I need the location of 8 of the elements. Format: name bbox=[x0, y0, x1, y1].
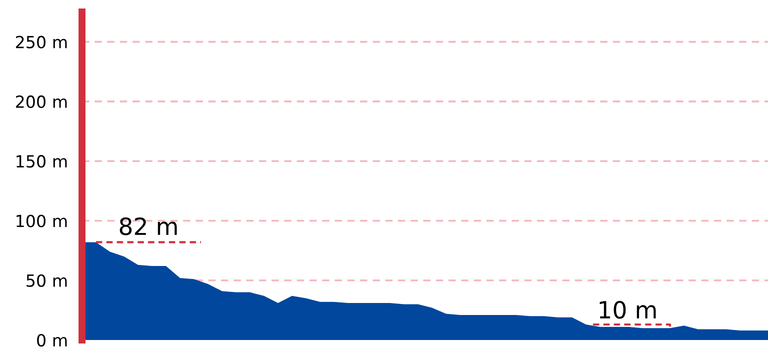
y-tick-label: 200 m bbox=[16, 95, 67, 108]
y-tick-label: 250 m bbox=[16, 36, 67, 48]
annotation: 82 m bbox=[120, 217, 177, 236]
y-tick-label: 150 m bbox=[16, 155, 67, 168]
y-tick-label: 50 m bbox=[26, 274, 67, 287]
annotation: 10 m bbox=[600, 300, 656, 319]
y-tick-label: 0 m bbox=[37, 334, 67, 347]
y-tick-label: 100 m bbox=[16, 214, 67, 228]
